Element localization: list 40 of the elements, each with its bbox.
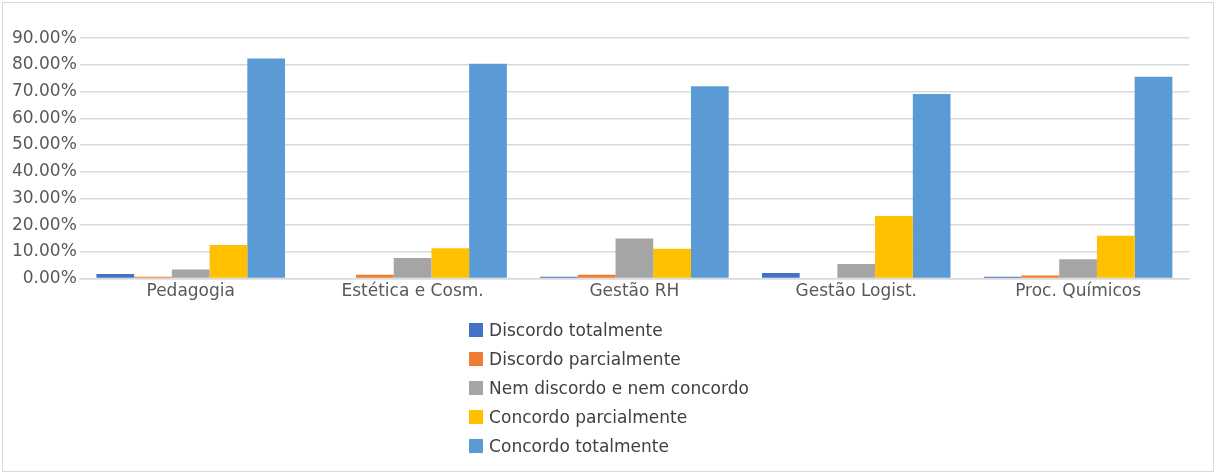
y-tick-label: 40.00% xyxy=(11,160,77,181)
bar xyxy=(653,248,691,278)
bar xyxy=(96,274,135,278)
y-tick-label: 0.00% xyxy=(22,267,77,288)
y-tick-label: 20.00% xyxy=(11,213,77,234)
bar xyxy=(577,274,616,278)
legend-label: Discordo parcialmente xyxy=(489,348,681,369)
bar xyxy=(393,258,432,278)
bar xyxy=(912,94,951,278)
x-tick-label: Estética e Cosm. xyxy=(341,280,484,301)
x-tick-label: Gestão Logist. xyxy=(795,280,917,301)
bar xyxy=(761,272,800,278)
bar xyxy=(431,248,470,278)
bar xyxy=(356,274,394,278)
y-tick-label: 60.00% xyxy=(11,106,77,127)
bar xyxy=(690,86,729,278)
legend-label: Nem discordo e nem concordo xyxy=(489,377,749,398)
bar xyxy=(615,238,654,278)
legend-label: Concordo totalmente xyxy=(489,435,669,456)
y-tick-label: 30.00% xyxy=(11,186,77,207)
y-tick-label: 70.00% xyxy=(11,80,77,101)
bar xyxy=(171,269,210,278)
bar xyxy=(247,58,286,278)
bar xyxy=(1096,235,1135,278)
bar xyxy=(1021,275,1060,278)
legend-label: Discordo totalmente xyxy=(489,319,663,340)
bar xyxy=(469,63,507,278)
y-tick-label: 50.00% xyxy=(11,133,77,154)
bar xyxy=(209,244,248,278)
bar xyxy=(837,263,876,278)
y-tick-label: 90.00% xyxy=(11,26,77,47)
x-tick-label: Gestão RH xyxy=(589,280,680,301)
bar xyxy=(875,216,913,278)
y-tick-label: 10.00% xyxy=(11,240,77,261)
x-tick-label: Pedagogia xyxy=(146,280,235,301)
bar xyxy=(1134,76,1173,278)
legend-label: Concordo parcialmente xyxy=(489,406,688,427)
x-tick-label: Proc. Químicos xyxy=(1015,280,1142,301)
y-tick-label: 80.00% xyxy=(11,53,77,74)
bar xyxy=(1059,259,1097,278)
